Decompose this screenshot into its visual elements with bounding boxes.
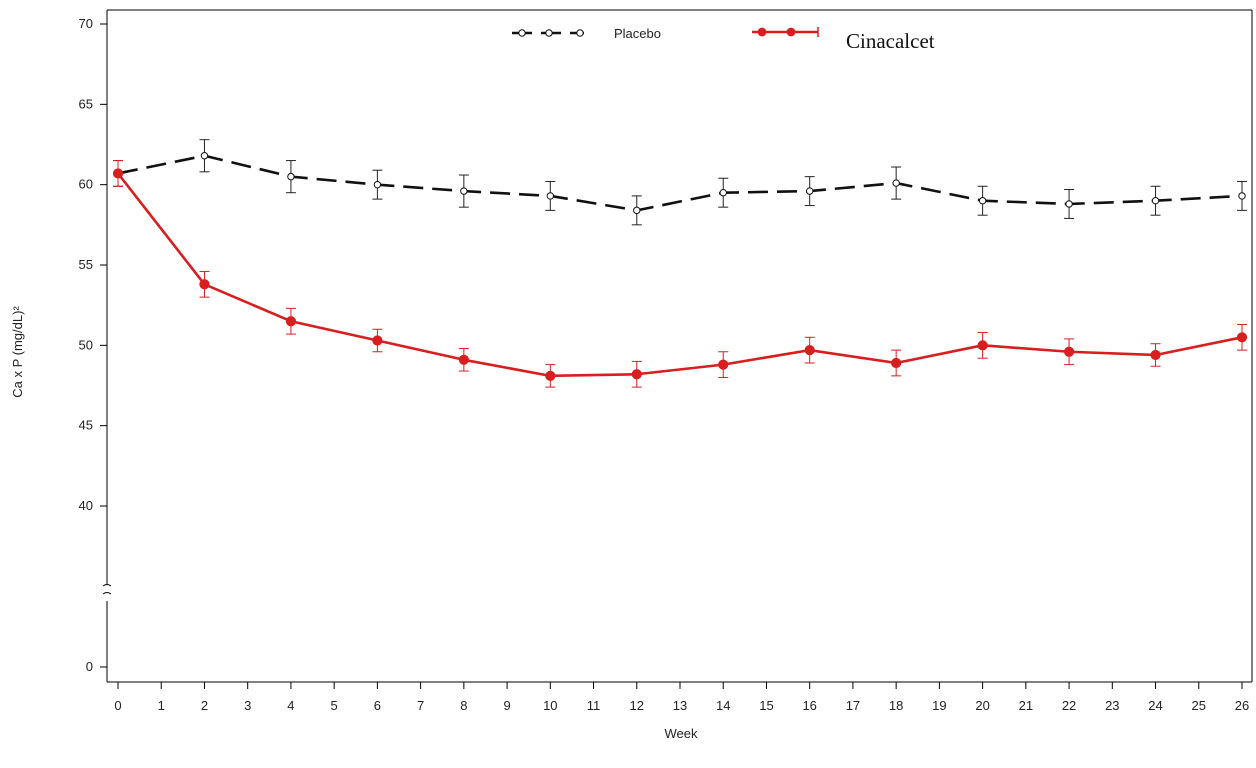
- legend-placebo-marker: [518, 29, 526, 37]
- x-tick-label-23: 23: [1105, 698, 1119, 713]
- cinacalcet-point: [718, 359, 729, 370]
- x-axis-title: Week: [665, 726, 698, 741]
- series-cinacalcet: [112, 160, 1248, 388]
- y-tick-label-60: 60: [79, 177, 93, 192]
- cinacalcet-point: [458, 354, 469, 365]
- y-tick-label-45: 45: [79, 418, 93, 433]
- legend-placebo-marker: [576, 29, 584, 37]
- x-tick-label-1: 1: [158, 698, 165, 713]
- cinacalcet-point: [545, 370, 556, 381]
- x-tick-label-26: 26: [1235, 698, 1249, 713]
- x-tick-label-9: 9: [503, 698, 510, 713]
- cinacalcet-point: [1063, 346, 1075, 357]
- x-tick-label-11: 11: [587, 698, 601, 713]
- placebo-point: [546, 192, 555, 200]
- x-tick-label-8: 8: [460, 698, 467, 713]
- placebo-line: [117, 154, 1243, 212]
- placebo-point: [978, 197, 987, 205]
- x-tick-label-6: 6: [374, 698, 381, 713]
- legend: Placebo Cinacalcet: [512, 26, 935, 53]
- placebo-point: [460, 187, 468, 195]
- x-tick-label-18: 18: [889, 698, 903, 713]
- x-tick-label-14: 14: [716, 698, 730, 713]
- cinacalcet-point: [1236, 332, 1248, 343]
- cinacalcet-point: [631, 369, 642, 380]
- x-tick-label-17: 17: [846, 698, 860, 713]
- x-axis: 0 1 2 3 4 5 6 7 8 9 10 11 12 13 14 15 16 17 18 19 20 21 22 23 24…: [114, 682, 1249, 713]
- placebo-point: [805, 187, 814, 195]
- legend-placebo-label: Placebo: [614, 26, 661, 41]
- x-tick-label-19: 19: [932, 698, 946, 713]
- series-layer: [112, 139, 1248, 388]
- cinacalcet-point: [199, 279, 210, 290]
- y-axis-break-mark-lower: [102, 592, 112, 595]
- x-tick-label-22: 22: [1062, 698, 1076, 713]
- x-tick-label-25: 25: [1192, 698, 1206, 713]
- placebo-point: [287, 172, 295, 181]
- legend-item-cinacalcet: Cinacalcet: [752, 27, 935, 53]
- placebo-point: [1151, 197, 1160, 205]
- x-tick-label-3: 3: [244, 698, 251, 713]
- x-tick-label-12: 12: [630, 698, 644, 713]
- x-tick-label-2: 2: [201, 698, 208, 713]
- cinacalcet-point: [1150, 349, 1161, 361]
- cinacalcet-point: [285, 316, 297, 327]
- placebo-point: [1238, 192, 1246, 200]
- x-tick-label-4: 4: [287, 698, 294, 713]
- legend-cinacalcet-marker: [786, 27, 796, 37]
- y-tick-label-40: 40: [79, 498, 93, 513]
- legend-placebo-marker: [545, 29, 553, 37]
- placebo-point: [200, 152, 209, 160]
- y-tick-label-70: 70: [79, 16, 93, 31]
- placebo-point: [633, 206, 641, 215]
- placebo-point: [1065, 200, 1073, 208]
- placebo-point: [373, 180, 382, 189]
- y-axis-break-mark-upper: [102, 584, 112, 587]
- x-tick-label-21: 21: [1019, 698, 1033, 713]
- y-axis-break: [102, 584, 112, 595]
- x-tick-label-24: 24: [1148, 698, 1162, 713]
- cinacalcet-point: [891, 357, 902, 369]
- plot-frame: [107, 9, 1253, 683]
- y-tick-label-50: 50: [79, 337, 93, 352]
- cinacalcet-point: [977, 340, 988, 351]
- x-tick-label-5: 5: [331, 698, 338, 713]
- legend-cinacalcet-label: Cinacalcet: [846, 29, 935, 53]
- x-tick-label-16: 16: [802, 698, 816, 713]
- y-axis: 0 40 45 50 55 60 65 70: [79, 10, 112, 682]
- cinacalcet-line: [116, 172, 1243, 378]
- x-tick-label-20: 20: [975, 698, 989, 713]
- legend-item-placebo: Placebo: [512, 26, 661, 41]
- y-tick-label-55: 55: [79, 257, 93, 272]
- x-tick-label-10: 10: [543, 698, 557, 713]
- cinacalcet-point: [804, 345, 815, 356]
- x-tick-label-0: 0: [114, 698, 121, 713]
- x-tick-label-13: 13: [673, 698, 687, 713]
- placebo-point: [892, 179, 900, 187]
- x-tick-label-7: 7: [417, 698, 424, 713]
- x-tick-label-15: 15: [759, 698, 773, 713]
- placebo-point: [719, 189, 727, 197]
- cinacalcet-point: [112, 168, 124, 179]
- y-tick-label-0: 0: [86, 659, 93, 674]
- y-axis-title: Ca x P (mg/dL)²: [10, 306, 25, 398]
- legend-cinacalcet-marker: [757, 27, 767, 37]
- y-tick-label-65: 65: [79, 96, 93, 111]
- series-placebo: [113, 139, 1247, 226]
- cinacalcet-point: [372, 335, 383, 346]
